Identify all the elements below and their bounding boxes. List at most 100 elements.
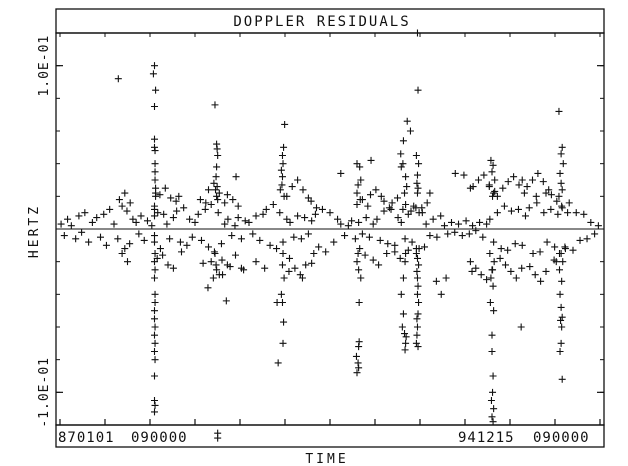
data-point <box>64 215 72 223</box>
data-point <box>297 235 305 243</box>
data-point <box>214 152 222 159</box>
data-point <box>151 290 159 298</box>
data-point <box>415 299 423 306</box>
data-point <box>151 135 158 143</box>
data-point <box>183 241 191 249</box>
data-point <box>299 186 307 194</box>
data-point <box>507 267 515 275</box>
data-point <box>210 179 218 187</box>
data-point <box>199 259 207 267</box>
data-point <box>353 201 361 208</box>
data-point <box>279 160 287 168</box>
data-point <box>310 250 318 257</box>
data-point <box>532 192 540 200</box>
data-point <box>385 204 393 212</box>
data-point <box>422 220 430 228</box>
data-point <box>402 339 410 347</box>
data-point <box>415 160 423 168</box>
data-point <box>308 259 316 267</box>
data-point <box>337 220 345 228</box>
data-point <box>518 176 526 184</box>
data-point <box>394 194 401 202</box>
data-point <box>511 240 519 248</box>
data-point <box>387 205 395 213</box>
data-point <box>118 250 126 257</box>
data-point <box>294 212 302 220</box>
data-point <box>276 209 284 217</box>
data-point <box>132 218 140 226</box>
data-point <box>558 277 566 285</box>
data-point <box>355 266 363 274</box>
data-point <box>280 143 288 151</box>
data-point <box>143 217 151 225</box>
data-point <box>383 250 391 257</box>
data-point <box>110 220 118 228</box>
data-point <box>207 258 215 266</box>
data-point <box>281 120 289 128</box>
data-point <box>551 243 559 251</box>
data-point <box>558 323 566 331</box>
data-point <box>194 210 202 218</box>
data-point <box>507 207 515 215</box>
data-point <box>542 267 550 275</box>
data-point <box>223 261 231 269</box>
data-point <box>401 330 409 338</box>
data-point <box>466 184 474 192</box>
data-point <box>486 299 494 306</box>
data-point <box>367 191 374 199</box>
data-point <box>487 274 495 282</box>
data-point <box>490 258 498 266</box>
data-point <box>357 176 365 184</box>
data-point <box>397 150 405 158</box>
data-point <box>529 176 536 184</box>
data-point <box>308 217 316 225</box>
data-point <box>437 212 445 220</box>
data-point <box>552 258 560 266</box>
data-point <box>151 250 159 257</box>
data-point <box>137 212 145 220</box>
data-point <box>353 369 361 377</box>
data-point <box>497 245 505 253</box>
data-point <box>294 176 302 184</box>
data-point <box>237 235 245 243</box>
data-point <box>315 243 323 251</box>
data-point <box>221 199 229 207</box>
data-point <box>510 173 518 181</box>
data-point <box>472 227 480 235</box>
data-point <box>256 236 264 244</box>
data-point <box>151 299 159 306</box>
data-point <box>356 245 364 253</box>
data-point <box>114 75 122 83</box>
data-point <box>212 186 220 194</box>
data-point <box>169 214 177 222</box>
data-point <box>491 176 499 184</box>
data-point <box>302 261 310 269</box>
data-point <box>149 70 157 78</box>
data-point <box>286 254 293 262</box>
data-point <box>413 323 421 331</box>
data-point <box>412 339 420 347</box>
data-point <box>413 29 421 37</box>
data-point <box>344 222 352 230</box>
data-point <box>512 274 520 282</box>
data-point <box>401 346 409 354</box>
data-point <box>493 209 501 217</box>
data-point <box>304 230 312 238</box>
data-point <box>410 202 418 210</box>
data-point <box>448 218 455 226</box>
data-point <box>151 232 158 240</box>
data-point <box>196 196 204 204</box>
data-point <box>222 297 230 305</box>
data-point <box>518 264 526 272</box>
data-point <box>559 258 567 266</box>
data-point <box>298 274 306 282</box>
data-point <box>355 218 363 226</box>
data-point <box>555 192 563 200</box>
data-point <box>151 323 159 331</box>
data-point <box>356 196 364 204</box>
data-point <box>167 194 175 202</box>
data-point <box>214 434 222 442</box>
data-point <box>401 235 409 243</box>
data-point <box>172 197 180 205</box>
data-point <box>212 173 220 181</box>
